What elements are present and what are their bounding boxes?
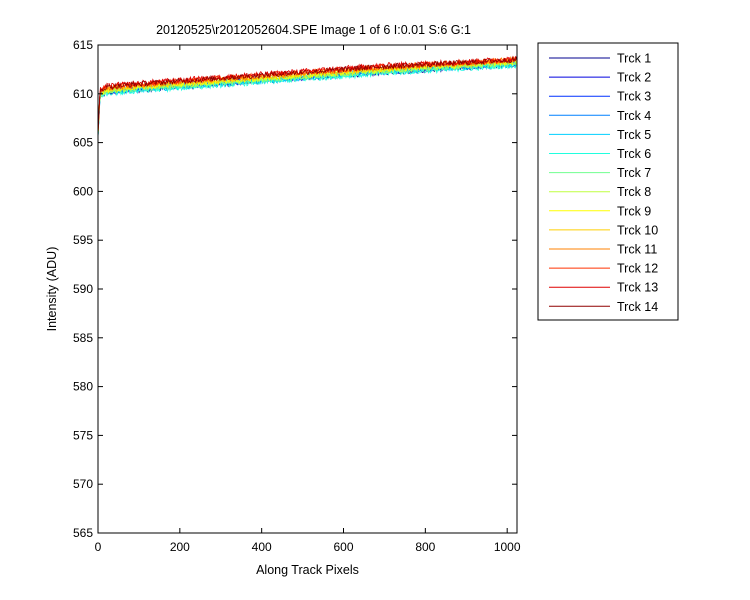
legend-label-trck-9: Trck 9 (617, 204, 651, 218)
legend-label-trck-6: Trck 6 (617, 147, 651, 161)
legend-label-trck-12: Trck 12 (617, 262, 658, 276)
legend: Trck 1 Trck 2 Trck 3 Trck 4 Trck 5 Trck 6 Trck… (537, 42, 679, 321)
x-tick-label: 800 (415, 540, 435, 554)
y-tick-label: 570 (73, 477, 93, 491)
x-tick-label: 200 (170, 540, 190, 554)
y-tick-label: 610 (73, 87, 93, 101)
y-tick-label: 595 (73, 233, 93, 247)
legend-label-trck-8: Trck 8 (617, 185, 651, 199)
y-axis-title: Intensity (ADU) (45, 247, 59, 332)
x-axis-title: Along Track Pixels (256, 563, 359, 577)
legend-label-trck-14: Trck 14 (617, 300, 658, 314)
y-tick-label: 590 (73, 282, 93, 296)
legend-label-trck-5: Trck 5 (617, 128, 651, 142)
series-line-trck-7 (97, 60, 518, 137)
y-tick-label: 600 (73, 184, 93, 198)
y-tick-label: 585 (73, 331, 93, 345)
legend-label-trck-2: Trck 2 (617, 71, 651, 85)
x-tick-label: 600 (333, 540, 353, 554)
series-line-trck-6 (97, 62, 518, 138)
legend-label-trck-1: Trck 1 (617, 52, 651, 66)
chart-title: 20120525\r2012052604.SPE Image 1 of 6 I:… (156, 23, 471, 37)
x-tick-label: 400 (252, 540, 272, 554)
legend-label-trck-13: Trck 13 (617, 281, 658, 295)
y-tick-label: 605 (73, 136, 93, 150)
y-tick-label: 615 (73, 38, 93, 52)
legend-box (537, 42, 679, 321)
legend-label-trck-4: Trck 4 (617, 109, 651, 123)
x-tick-label: 0 (95, 540, 102, 554)
y-tick-label: 575 (73, 428, 93, 442)
y-tick-label: 565 (73, 526, 93, 540)
y-tick-label: 580 (73, 380, 93, 394)
legend-label-trck-3: Trck 3 (617, 90, 651, 104)
legend-label-trck-10: Trck 10 (617, 223, 658, 237)
plot-area (98, 45, 517, 533)
legend-label-trck-7: Trck 7 (617, 166, 651, 180)
x-tick-label: 1000 (494, 540, 521, 554)
legend-label-trck-11: Trck 11 (617, 243, 657, 257)
series-line-trck-14 (97, 55, 518, 134)
